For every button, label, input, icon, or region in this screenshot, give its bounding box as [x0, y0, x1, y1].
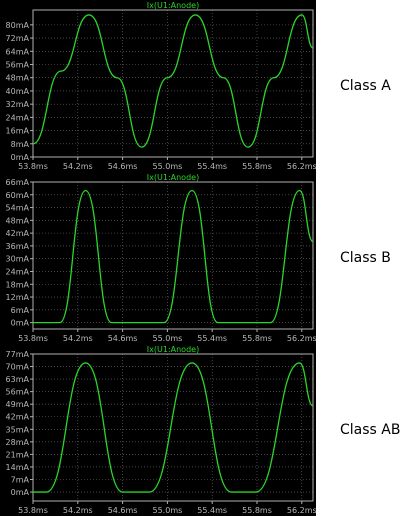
x-tick-label: 54.6ms	[108, 506, 138, 515]
y-tick-label: 24mA	[6, 113, 30, 122]
y-tick-label: 0mA	[11, 319, 30, 328]
y-tick-label: 28mA	[6, 438, 30, 447]
y-tick-label: 42mA	[6, 229, 30, 238]
y-tick-label: 18mA	[6, 280, 30, 289]
series-line-anode-current	[33, 362, 314, 493]
x-tick-label: 55.0ms	[153, 162, 183, 171]
x-tick-label: 54.2ms	[63, 334, 93, 343]
chart-title: Ix(U1:Anode)	[147, 345, 199, 354]
chart-panel-class-a: Ix(U1:Anode) 0mA 8mA 16mA 24mA 32mA 40mA 48mA 56…	[0, 0, 316, 172]
y-tick-label: 35mA	[6, 425, 30, 434]
chart-class-a-side-label: Class A	[340, 78, 391, 94]
y-tick-label: 42mA	[6, 413, 30, 422]
x-tick-label: 55.4ms	[197, 334, 227, 343]
y-tick-label: 63mA	[6, 375, 30, 384]
chart-panel-class-ab: Ix(U1:Anode) 0mA 7mA 14mA 21mA 28mA 35mA 42mA 49…	[0, 344, 316, 516]
y-tick-label: 64mA	[6, 47, 30, 56]
x-tick-label: 54.6ms	[108, 162, 138, 171]
y-tick-label: 77mA	[6, 350, 30, 359]
chart-title: Ix(U1:Anode)	[147, 173, 199, 182]
x-tick-label: 53.8ms	[18, 334, 48, 343]
y-tick-label: 48mA	[6, 74, 30, 83]
y-tick-label: 80mA	[6, 21, 30, 30]
chart-class-b-side-label: Class B	[340, 250, 391, 266]
plot-frame	[32, 353, 314, 502]
chart-class-ab-side-label: Class AB	[340, 422, 401, 438]
plot-frame	[32, 9, 314, 158]
series-line-anode-current	[32, 14, 314, 148]
x-tick-label: 56.2ms	[287, 162, 316, 171]
y-tick-label: 60mA	[6, 191, 30, 200]
x-tick-label: 55.0ms	[153, 334, 183, 343]
x-tick-label: 55.4ms	[197, 162, 227, 171]
x-tick-label: 55.8ms	[242, 334, 272, 343]
x-tick-label: 54.2ms	[63, 506, 93, 515]
y-tick-label: 70mA	[6, 363, 30, 372]
chart-class-ab: Ix(U1:Anode) 0mA 7mA 14mA 21mA 28mA 35mA 42mA 49…	[6, 345, 316, 515]
y-tick-label: 7mA	[11, 475, 30, 484]
y-tick-label: 0mA	[11, 153, 30, 162]
y-tick-label: 0mA	[11, 488, 30, 497]
x-tick-label: 53.8ms	[18, 506, 48, 515]
y-tick-label: 49mA	[6, 400, 30, 409]
y-tick-label: 56mA	[6, 61, 30, 70]
chart-class-a: Ix(U1:Anode) 0mA 8mA 16mA 24mA 32mA 40mA 48mA 56…	[6, 1, 316, 171]
y-tick-label: 16mA	[6, 127, 30, 136]
x-tick-label: 54.6ms	[108, 334, 138, 343]
y-tick-label: 30mA	[6, 255, 30, 264]
y-tick-label: 14mA	[6, 463, 30, 472]
x-tick-label: 55.8ms	[242, 162, 272, 171]
y-tick-label: 54mA	[6, 204, 30, 213]
chart-class-b: Ix(U1:Anode) 0mA 6mA 12mA 18mA 24mA 30mA 36mA 42…	[6, 173, 316, 343]
x-tick-label: 56.2ms	[287, 334, 316, 343]
y-tick-label: 66mA	[6, 178, 30, 187]
y-tick-label: 40mA	[6, 87, 30, 96]
y-tick-label: 8mA	[11, 140, 30, 149]
y-tick-label: 32mA	[6, 100, 30, 109]
y-tick-label: 36mA	[6, 242, 30, 251]
series-line-anode-current	[33, 189, 314, 324]
y-tick-label: 21mA	[6, 450, 30, 459]
x-tick-label: 55.8ms	[242, 506, 272, 515]
x-tick-label: 55.0ms	[153, 506, 183, 515]
x-tick-label: 56.2ms	[287, 506, 316, 515]
y-tick-label: 12mA	[6, 293, 30, 302]
y-tick-label: 48mA	[6, 216, 30, 225]
chart-title: Ix(U1:Anode)	[147, 1, 199, 10]
x-tick-label: 55.4ms	[197, 506, 227, 515]
x-tick-label: 54.2ms	[63, 162, 93, 171]
y-tick-label: 24mA	[6, 267, 30, 276]
chart-panel-class-b: Ix(U1:Anode) 0mA 6mA 12mA 18mA 24mA 30mA 36mA 42…	[0, 172, 316, 344]
y-tick-label: 56mA	[6, 388, 30, 397]
plot-frame	[32, 181, 314, 330]
y-tick-label: 6mA	[11, 306, 30, 315]
y-tick-label: 72mA	[6, 34, 30, 43]
x-tick-label: 53.8ms	[18, 162, 48, 171]
